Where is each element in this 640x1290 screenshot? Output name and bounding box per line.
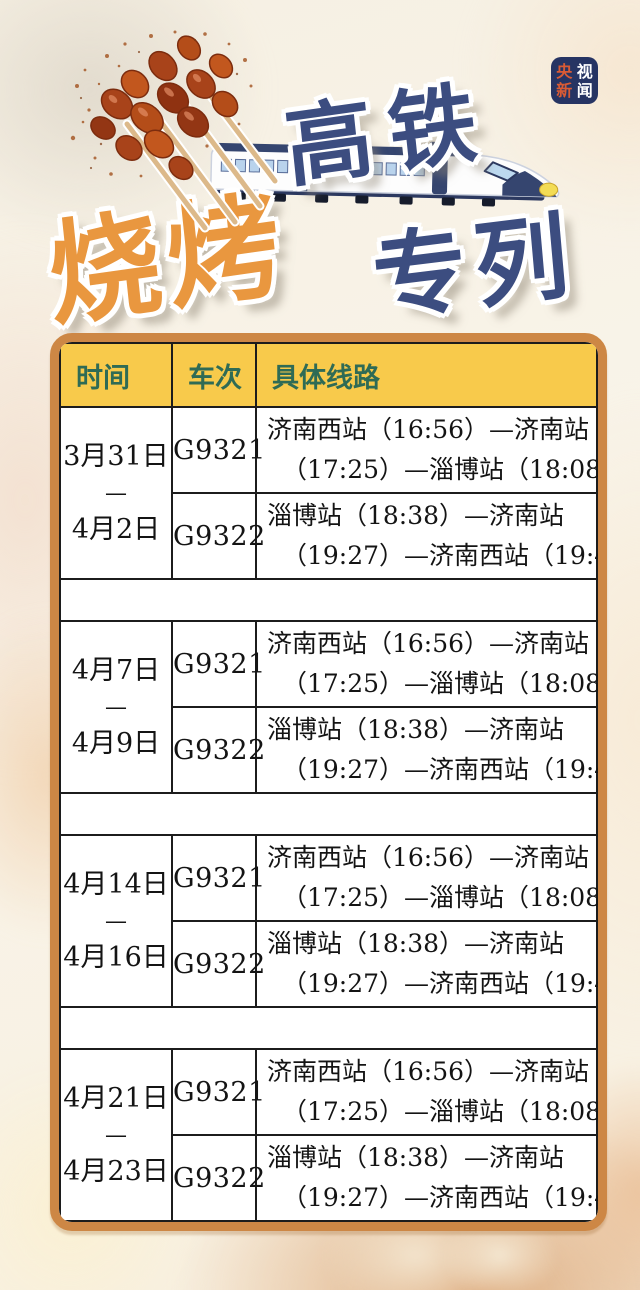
schedule-row: 4月21日 — 4月23日 G9321 济南西站（16:56）—济南站 （17:25）—淄… xyxy=(59,1048,607,1222)
header-row: 时间 车次 具体线路 xyxy=(59,342,598,408)
route-cell: 淄博站（18:38）—济南站 （19:27）—济南西站（19:44） xyxy=(255,1134,598,1222)
bbq-skewers-icon xyxy=(70,30,280,233)
route-line: 济南西站（16:56）—济南站 xyxy=(267,843,590,872)
column-header-route: 具体线路 xyxy=(255,342,598,408)
date-separator: — xyxy=(105,908,127,934)
train-number-cell: G9321 xyxy=(171,620,265,708)
cctv-news-logo: 央视新闻 xyxy=(551,57,598,104)
route-line: （17:25）—淄博站（18:08） xyxy=(282,669,607,698)
route-line: 济南西站（16:56）—济南站 xyxy=(267,629,590,658)
date-start: 4月14日 xyxy=(63,868,169,900)
route-line: （19:27）—济南西站（19:44） xyxy=(282,1183,598,1212)
route-line: 济南西站（16:56）—济南站 xyxy=(267,1057,590,1086)
route-line: （19:27）—济南西站（19:44） xyxy=(282,541,598,570)
train-number-cell: G9322 xyxy=(171,920,265,1008)
schedule-table-head: 时间 车次 具体线路 xyxy=(59,342,598,408)
route-line: 淄博站（18:38）—济南站 xyxy=(267,501,565,530)
spacer-cell xyxy=(60,792,597,836)
train-number-cell: G9321 xyxy=(171,406,265,494)
schedule-row: 3月31日 — 4月2日 G9321 济南西站（16:56）—济南站 （17:25）—淄博… xyxy=(59,406,607,580)
route-cell: 淄博站（18:38）—济南站 （19:27）—济南西站（19:44） xyxy=(255,920,598,1008)
route-cell: 淄博站（18:38）—济南站 （19:27）—济南西站（19:44） xyxy=(255,706,598,794)
spacer-row xyxy=(60,578,597,622)
date-range-cell: 3月31日 — 4月2日 xyxy=(59,406,173,580)
route-line: 济南西站（16:56）—济南站 xyxy=(267,415,590,444)
date-range-cell: 4月14日 — 4月16日 xyxy=(59,834,173,1008)
schedule-table-body: 3月31日 —4月2日 G9321 济南西站（16:56）—济南站 （17:25）—淄博… xyxy=(59,406,607,1222)
schedule-table: 时间 车次 具体线路 3月31日 —4月2日 G9321 济南西站（16:56）—济南… xyxy=(59,342,598,1222)
date-range-cell: 4月21日 — 4月23日 xyxy=(59,1048,173,1222)
route-line: （19:27）—济南西站（19:44） xyxy=(282,755,598,784)
date-start: 4月21日 xyxy=(63,1082,169,1114)
date-end: 4月2日 xyxy=(71,513,161,545)
route-line: （19:27）—济南西站（19:44） xyxy=(282,969,598,998)
route-line: 淄博站（18:38）—济南站 xyxy=(267,715,565,744)
train-number-cell: G9321 xyxy=(171,834,265,922)
date-range-cell: 4月7日 — 4月9日 xyxy=(59,620,173,794)
poster-header: 高铁 烧烤 专列 xyxy=(0,0,640,343)
date-separator: — xyxy=(105,1122,127,1148)
train-number-cell: G9322 xyxy=(171,492,265,580)
route-cell: 济南西站（16:56）—济南站 （17:25）—淄博站（18:08） xyxy=(255,620,607,708)
route-cell: 济南西站（16:56）—济南站 （17:25）—淄博站（18:08） xyxy=(255,834,607,922)
logo-char: 闻 xyxy=(576,80,593,100)
spacer-cell xyxy=(60,578,597,622)
logo-char: 视 xyxy=(576,61,593,81)
column-header-train: 车次 xyxy=(171,342,257,408)
train-number-cell: G9321 xyxy=(171,1048,265,1136)
logo-char: 央 xyxy=(556,61,573,81)
spacer-row xyxy=(60,792,597,836)
title-zhuanlie: 专列 xyxy=(368,201,581,336)
date-start: 3月31日 xyxy=(63,440,169,472)
route-line: （17:25）—淄博站（18:08） xyxy=(282,883,607,912)
route-cell: 济南西站（16:56）—济南站 （17:25）—淄博站（18:08） xyxy=(255,1048,607,1136)
column-header-time: 时间 xyxy=(59,342,173,408)
train-number-cell: G9322 xyxy=(171,706,265,794)
train-number-cell: G9322 xyxy=(171,1134,265,1222)
schedule-card: 时间 车次 具体线路 3月31日 —4月2日 G9321 济南西站（16:56）—济南… xyxy=(50,333,607,1231)
route-cell: 淄博站（18:38）—济南站 （19:27）—济南西站（19:44） xyxy=(255,492,598,580)
route-line: 淄博站（18:38）—济南站 xyxy=(267,1143,565,1172)
route-line: （17:25）—淄博站（18:08） xyxy=(282,1097,607,1126)
logo-char: 新 xyxy=(556,80,573,100)
route-line: 淄博站（18:38）—济南站 xyxy=(267,929,565,958)
date-end: 4月16日 xyxy=(63,941,169,973)
date-end: 4月9日 xyxy=(71,727,161,759)
route-line: （17:25）—淄博站（18:08） xyxy=(282,455,607,484)
date-separator: — xyxy=(105,480,127,506)
spacer-cell xyxy=(60,1006,597,1050)
date-separator: — xyxy=(105,694,127,720)
route-cell: 济南西站（16:56）—济南站 （17:25）—淄博站（18:08） xyxy=(255,406,607,494)
date-start: 4月7日 xyxy=(71,654,161,686)
spacer-row xyxy=(60,1006,597,1050)
schedule-row: 4月7日 — 4月9日 G9321 济南西站（16:56）—济南站 （17:25）—淄博站… xyxy=(59,620,607,794)
date-end: 4月23日 xyxy=(63,1155,169,1187)
schedule-row: 4月14日 — 4月16日 G9321 济南西站（16:56）—济南站 （17:25）—淄… xyxy=(59,834,607,1008)
